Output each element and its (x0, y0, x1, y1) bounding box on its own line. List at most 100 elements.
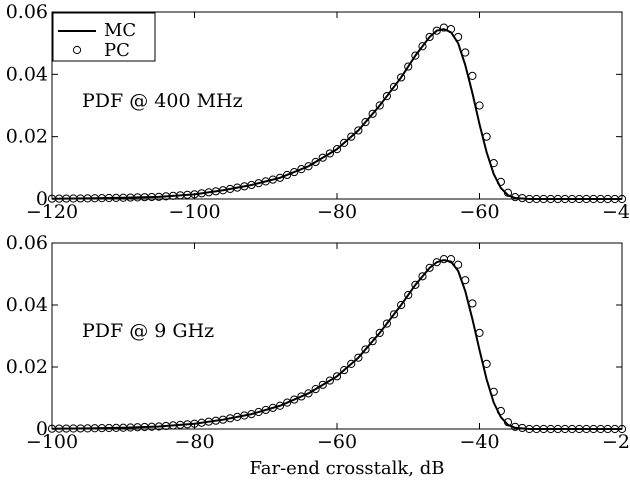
pc-marker (275, 401, 285, 410)
pc-marker (347, 359, 356, 368)
pc-marker (404, 62, 413, 71)
pc-marker (446, 25, 456, 34)
chart-400mhz: −120 −100 −80 −60 −40 0 0.02 0.04 0.06 PDF @ 400… (6, 1, 630, 223)
pc-marker (503, 418, 513, 427)
x-tick-label: −80 (317, 201, 357, 223)
pc-marker (617, 194, 627, 204)
pc-marker (283, 398, 292, 407)
x-tick-label: −80 (174, 431, 214, 453)
pc-marker (361, 118, 370, 127)
y-tick-label: 0.02 (6, 126, 48, 148)
pc-marker (475, 101, 484, 110)
pc-marker (247, 410, 256, 419)
legend-label-mc: MC (104, 20, 136, 41)
pc-marker (496, 406, 505, 416)
pc-marker (461, 48, 470, 57)
pc-marker (382, 92, 391, 101)
pc-marker (454, 260, 463, 269)
series-mc-line-9ghz (51, 259, 622, 430)
annotation-9ghz: PDF @ 9 GHz (82, 320, 214, 342)
pc-marker (496, 177, 505, 186)
chart-9ghz: −100 −80 −60 −40 −20 0 0.02 0.04 0.06 PDF @ 9 GH… (6, 232, 630, 479)
tick-labels-9ghz: −100 −80 −60 −40 −20 0 0.02 0.04 0.06 (6, 232, 630, 453)
pc-marker (304, 389, 313, 398)
pc-marker (489, 159, 498, 168)
x-tick-label: −60 (317, 431, 357, 453)
pc-marker (461, 276, 470, 285)
x-tick-label: −100 (26, 431, 78, 453)
pc-marker (432, 26, 441, 35)
pc-marker (482, 359, 491, 368)
y-tick-label: 0.04 (6, 63, 48, 85)
pc-marker (411, 280, 420, 289)
x-tick-label: −100 (168, 201, 220, 223)
legend-label-pc: PC (104, 40, 130, 61)
pc-marker (468, 71, 477, 80)
pc-marker (290, 395, 299, 404)
pc-marker (425, 32, 434, 42)
pc-marker (311, 157, 320, 167)
pc-marker (425, 263, 434, 272)
legend-pc-marker (72, 45, 82, 55)
pc-marker (347, 132, 356, 141)
x-axis-label: Far-end crosstalk, dB (250, 458, 445, 479)
x-tick-label: −120 (26, 201, 78, 223)
pc-marker (432, 258, 441, 267)
y-tick-label: 0.06 (6, 1, 48, 23)
pc-marker (375, 328, 384, 337)
legend: MC PC (52, 12, 156, 62)
pc-marker (375, 101, 384, 110)
pc-marker (617, 424, 627, 434)
pc-marker (397, 300, 406, 310)
y-tick-label: 0 (36, 188, 48, 210)
pc-marker (275, 173, 285, 182)
pc-marker (446, 255, 456, 264)
pc-marker (482, 132, 491, 141)
y-tick-label: 0.02 (6, 356, 48, 378)
pc-marker (354, 126, 363, 135)
pc-marker (397, 73, 406, 82)
pc-marker (340, 138, 349, 147)
pc-marker (468, 299, 477, 308)
pc-marker (454, 32, 463, 42)
pc-marker (382, 319, 391, 328)
pc-marker (389, 310, 399, 319)
pc-marker (261, 405, 270, 415)
x-tick-label: −60 (459, 201, 499, 223)
pc-marker (368, 109, 377, 118)
pc-marker (475, 328, 484, 337)
y-tick-label: 0.06 (6, 232, 48, 254)
pc-marker (340, 366, 349, 375)
y-tick-label: 0.04 (6, 294, 48, 316)
pc-marker (304, 162, 313, 171)
pc-marker (318, 153, 327, 162)
pc-marker (332, 372, 342, 381)
pc-marker (411, 51, 420, 60)
pc-marker (418, 272, 427, 281)
pc-marker (318, 380, 327, 389)
pc-marker (418, 42, 427, 51)
pc-marker (290, 167, 299, 177)
pc-marker (311, 384, 320, 394)
legend-box (52, 12, 156, 62)
y-tick-label: 0 (36, 418, 48, 440)
pc-marker (332, 145, 342, 154)
pc-marker (325, 376, 334, 385)
x-tick-label: −20 (602, 431, 630, 453)
annotation-400mhz: PDF @ 400 MHz (82, 90, 243, 112)
x-tick-label: −40 (602, 201, 630, 223)
pc-marker (361, 345, 370, 354)
pc-marker (297, 165, 306, 174)
tick-labels-400mhz: −120 −100 −80 −60 −40 0 0.02 0.04 0.06 (6, 1, 630, 223)
pc-marker (325, 149, 334, 158)
pc-marker (404, 290, 413, 300)
pc-marker (368, 337, 377, 346)
pc-marker (489, 387, 498, 396)
pc-marker (503, 188, 513, 197)
series-pc-markers-400mhz (47, 23, 627, 204)
pc-marker (283, 170, 292, 180)
x-tick-label: −40 (459, 431, 499, 453)
pc-marker (297, 392, 306, 401)
series-mc-line-400mhz (51, 28, 622, 200)
